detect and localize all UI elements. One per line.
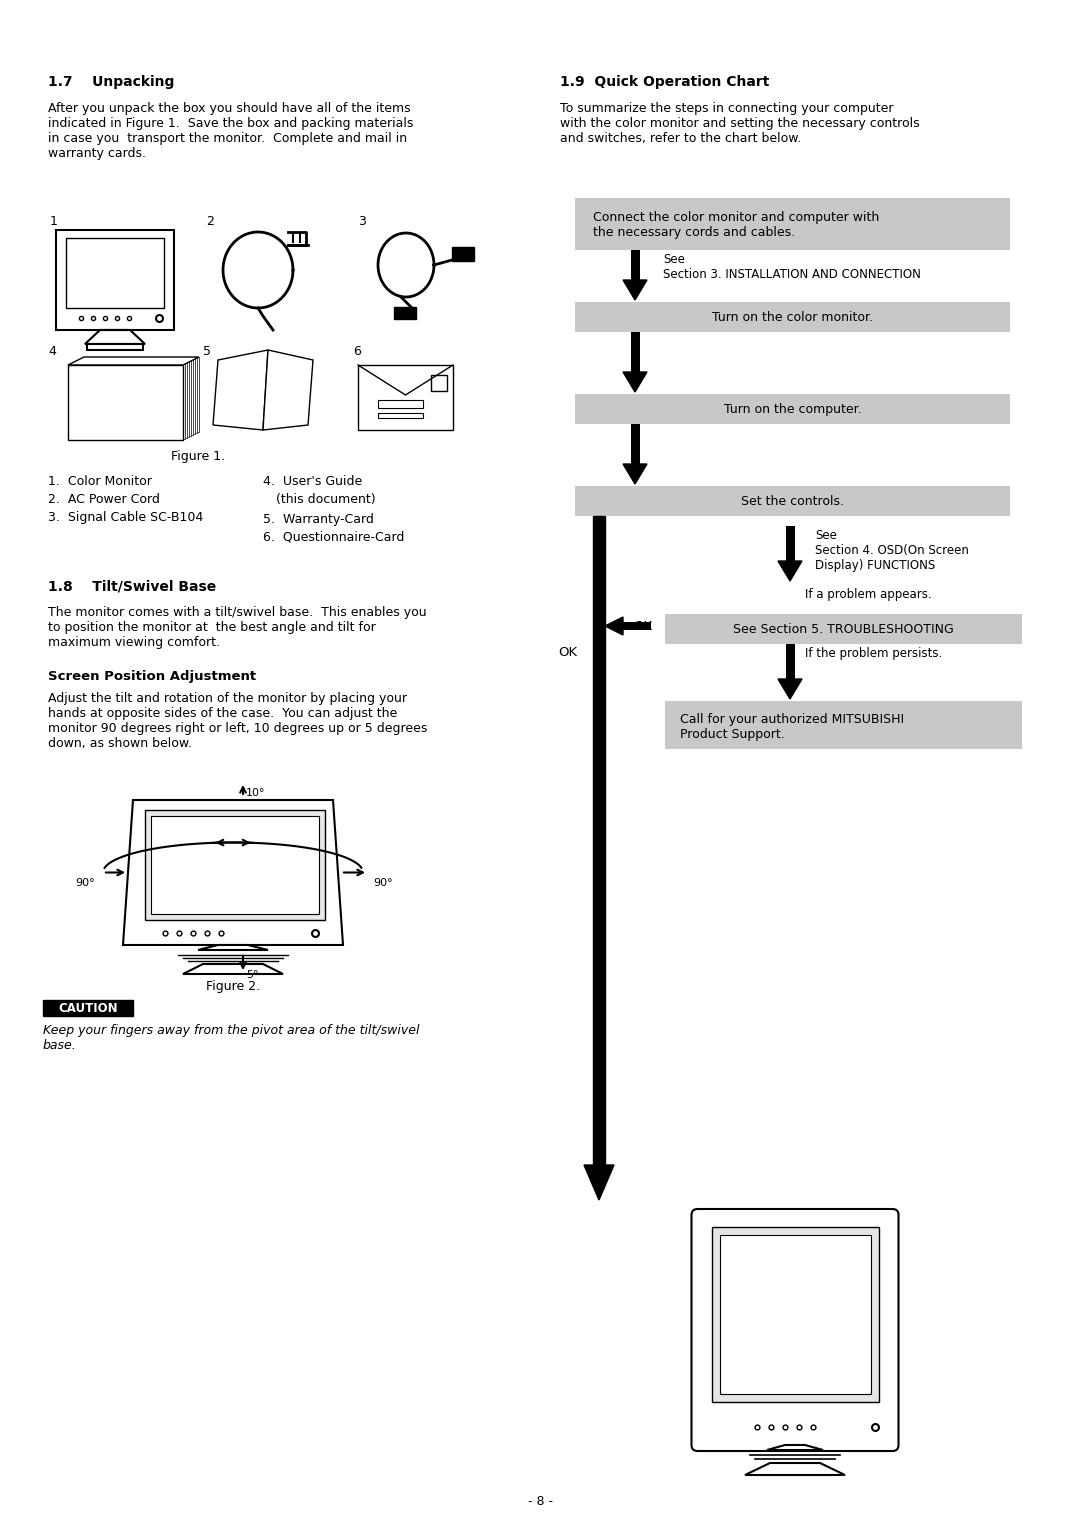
- Bar: [575, 393, 1010, 424]
- Bar: [665, 615, 1022, 644]
- Bar: [394, 307, 416, 319]
- Bar: [712, 1228, 878, 1401]
- Text: 2.  AC Power Cord: 2. AC Power Cord: [48, 493, 160, 506]
- Text: 3: 3: [357, 215, 366, 229]
- Text: Keep your fingers away from the pivot area of the tilt/swivel
base.: Keep your fingers away from the pivot ar…: [43, 1023, 419, 1052]
- Bar: [66, 238, 164, 308]
- Polygon shape: [584, 1165, 615, 1200]
- Text: Figure 2.: Figure 2.: [206, 981, 260, 993]
- Polygon shape: [183, 964, 283, 974]
- Bar: [631, 250, 639, 281]
- Bar: [453, 247, 474, 261]
- Bar: [431, 375, 447, 390]
- Bar: [785, 644, 795, 679]
- Text: 5°: 5°: [246, 970, 258, 981]
- FancyBboxPatch shape: [691, 1209, 899, 1450]
- Polygon shape: [78, 360, 193, 435]
- Polygon shape: [68, 357, 199, 364]
- Text: The monitor comes with a tilt/swivel base.  This enables you
to position the mon: The monitor comes with a tilt/swivel bas…: [48, 605, 427, 650]
- Bar: [56, 230, 174, 329]
- Text: OK: OK: [633, 621, 652, 633]
- Text: Turn on the color monitor.: Turn on the color monitor.: [712, 311, 873, 323]
- Text: Figure 1.: Figure 1.: [171, 450, 225, 464]
- Text: 6: 6: [353, 345, 361, 358]
- Text: 10°: 10°: [246, 788, 266, 798]
- Polygon shape: [605, 618, 623, 634]
- Bar: [631, 332, 639, 372]
- Bar: [665, 702, 1022, 749]
- Polygon shape: [75, 361, 189, 438]
- Text: If a problem appears.: If a problem appears.: [805, 589, 932, 601]
- Text: 1.9  Quick Operation Chart: 1.9 Quick Operation Chart: [561, 75, 769, 88]
- Text: Turn on the computer.: Turn on the computer.: [724, 403, 862, 416]
- Text: 90°: 90°: [76, 878, 95, 889]
- Text: Adjust the tilt and rotation of the monitor by placing your
hands at opposite si: Adjust the tilt and rotation of the moni…: [48, 692, 428, 750]
- Polygon shape: [593, 515, 605, 1165]
- Text: 1: 1: [50, 215, 58, 229]
- Bar: [43, 1000, 133, 1016]
- Text: 4: 4: [48, 345, 56, 358]
- Text: 6.  Questionnaire-Card: 6. Questionnaire-Card: [264, 531, 404, 544]
- Polygon shape: [778, 561, 802, 581]
- Text: To summarize the steps in connecting your computer
with the color monitor and se: To summarize the steps in connecting you…: [561, 102, 920, 145]
- Text: See Section 5. TROUBLESHOOTING: See Section 5. TROUBLESHOOTING: [733, 624, 954, 636]
- Bar: [575, 302, 1010, 332]
- Polygon shape: [72, 363, 187, 438]
- Text: Screen Position Adjustment: Screen Position Adjustment: [48, 669, 256, 683]
- Text: 4.  User's Guide: 4. User's Guide: [264, 474, 362, 488]
- Text: Call for your authorized MITSUBISHI
Product Support.: Call for your authorized MITSUBISHI Prod…: [680, 714, 904, 741]
- Polygon shape: [213, 351, 268, 430]
- Polygon shape: [76, 361, 191, 436]
- Polygon shape: [80, 358, 195, 435]
- Text: 3.  Signal Cable SC-B104: 3. Signal Cable SC-B104: [48, 511, 203, 525]
- Text: 90°: 90°: [374, 878, 393, 889]
- Bar: [575, 198, 1010, 250]
- Text: - 8 -: - 8 -: [527, 1494, 553, 1508]
- Text: 2: 2: [206, 215, 214, 229]
- Polygon shape: [68, 364, 183, 441]
- Bar: [151, 816, 319, 913]
- Text: See
Section 4. OSD(On Screen
Display) FUNCTIONS: See Section 4. OSD(On Screen Display) FU…: [815, 529, 969, 572]
- Polygon shape: [82, 358, 197, 433]
- Polygon shape: [84, 357, 199, 432]
- Polygon shape: [767, 1446, 823, 1450]
- Polygon shape: [778, 679, 802, 698]
- Text: 1.8    Tilt/Swivel Base: 1.8 Tilt/Swivel Base: [48, 580, 216, 595]
- Text: 1.  Color Monitor: 1. Color Monitor: [48, 474, 152, 488]
- Polygon shape: [70, 364, 185, 439]
- Bar: [357, 364, 453, 430]
- Text: 5: 5: [203, 345, 211, 358]
- Bar: [785, 526, 795, 561]
- Bar: [719, 1235, 870, 1394]
- Polygon shape: [623, 464, 647, 483]
- Polygon shape: [123, 801, 343, 946]
- Text: See
Section 3. INSTALLATION AND CONNECTION: See Section 3. INSTALLATION AND CONNECTI…: [663, 253, 921, 281]
- Text: OK: OK: [558, 647, 577, 659]
- Polygon shape: [198, 946, 268, 950]
- Bar: [378, 413, 423, 418]
- Bar: [623, 622, 651, 630]
- Bar: [378, 400, 423, 409]
- Polygon shape: [85, 329, 145, 345]
- Text: Connect the color monitor and computer with
the necessary cords and cables.: Connect the color monitor and computer w…: [593, 210, 879, 239]
- Polygon shape: [87, 345, 143, 351]
- Polygon shape: [623, 372, 647, 392]
- Text: After you unpack the box you should have all of the items
indicated in Figure 1.: After you unpack the box you should have…: [48, 102, 414, 160]
- Text: CAUTION: CAUTION: [58, 1002, 118, 1014]
- Text: 1.7    Unpacking: 1.7 Unpacking: [48, 75, 174, 88]
- Text: (this document): (this document): [276, 493, 376, 506]
- Text: 5.  Warranty-Card: 5. Warranty-Card: [264, 512, 374, 526]
- Text: If the problem persists.: If the problem persists.: [805, 647, 942, 660]
- Bar: [575, 486, 1010, 515]
- Text: Set the controls.: Set the controls.: [741, 496, 843, 508]
- Polygon shape: [264, 351, 313, 430]
- Bar: [145, 810, 325, 920]
- Polygon shape: [623, 281, 647, 300]
- Bar: [631, 424, 639, 464]
- Polygon shape: [745, 1462, 845, 1475]
